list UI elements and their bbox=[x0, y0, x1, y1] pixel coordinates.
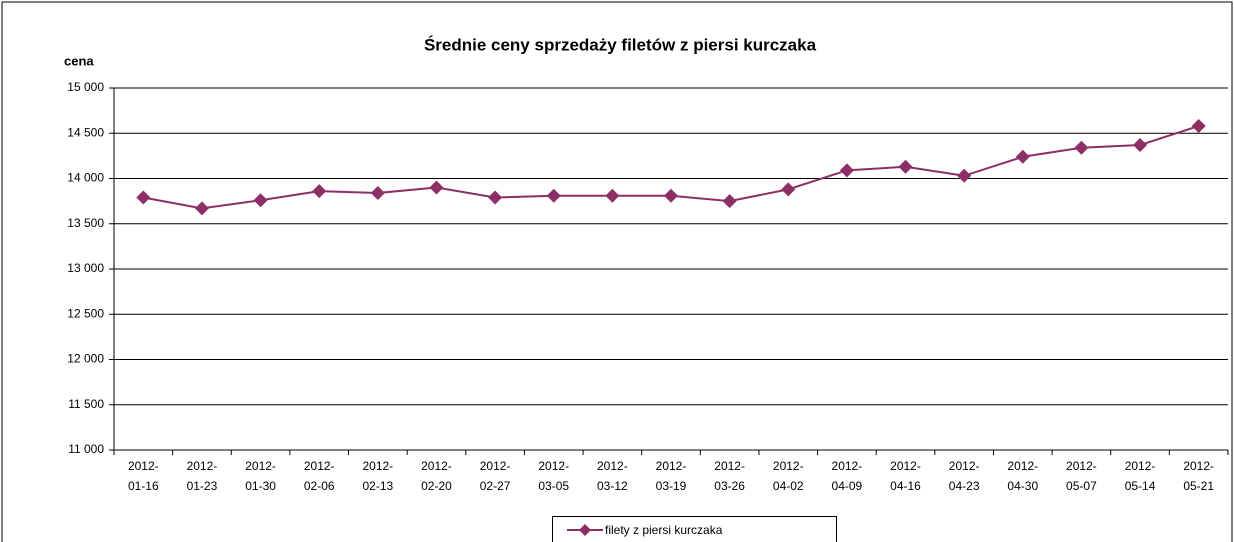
point-marker bbox=[488, 190, 503, 205]
y-tick-label: 15 000 bbox=[67, 80, 104, 94]
legend-icon bbox=[567, 524, 603, 536]
x-tick-label: 2012-05-14 bbox=[1124, 459, 1156, 493]
x-tick-label: 2012-04-02 bbox=[772, 459, 804, 493]
y-tick-label: 14 500 bbox=[67, 125, 104, 139]
x-tick-label: 2012-02-20 bbox=[421, 459, 452, 493]
point-marker bbox=[898, 159, 913, 174]
x-tick-label: 2012-03-12 bbox=[597, 459, 628, 493]
x-tick-label: 2012-04-30 bbox=[1007, 459, 1039, 493]
x-tick-label: 2012-03-05 bbox=[538, 459, 570, 493]
point-marker bbox=[429, 180, 444, 195]
point-marker bbox=[722, 194, 737, 209]
y-tick-label: 11 500 bbox=[68, 397, 104, 411]
x-tick-label: 2012-04-09 bbox=[831, 459, 863, 493]
point-marker bbox=[136, 190, 151, 205]
x-tick-label: 2012-01-30 bbox=[245, 459, 276, 493]
chart-title: Średnie ceny sprzedaży filetów z piersi … bbox=[424, 35, 817, 54]
point-marker bbox=[253, 193, 268, 208]
point-marker bbox=[370, 185, 385, 200]
point-marker bbox=[1191, 119, 1206, 134]
x-tick-label: 2012-03-26 bbox=[714, 459, 745, 493]
point-marker bbox=[839, 163, 854, 178]
x-tick-label: 2012-03-19 bbox=[655, 459, 687, 493]
x-tick-label: 2012-04-16 bbox=[890, 459, 921, 493]
point-marker bbox=[194, 201, 209, 216]
point-marker bbox=[957, 168, 972, 183]
legend-marker bbox=[579, 524, 591, 536]
point-marker bbox=[1074, 140, 1089, 155]
x-tick-label: 2012-05-07 bbox=[1066, 459, 1097, 493]
x-tick-label: 2012-04-23 bbox=[948, 459, 980, 493]
point-marker bbox=[605, 188, 620, 203]
point-marker bbox=[1015, 149, 1030, 164]
x-tick-label: 2012-02-06 bbox=[303, 459, 335, 493]
legend-label: filety z piersi kurczaka bbox=[605, 523, 723, 537]
point-marker bbox=[1133, 138, 1148, 153]
x-tick-label: 2012-05-21 bbox=[1183, 459, 1215, 493]
y-tick-label: 11 000 bbox=[68, 442, 104, 456]
x-tick-label: 2012-01-23 bbox=[186, 459, 218, 493]
point-marker bbox=[664, 188, 678, 203]
y-tick-label: 13 500 bbox=[67, 216, 104, 230]
y-tick-label: 14 000 bbox=[67, 171, 104, 185]
point-marker bbox=[781, 182, 796, 197]
y-tick-label: 13 000 bbox=[67, 261, 104, 275]
y-axis-label: cena bbox=[64, 53, 94, 68]
x-tick-label: 2012-01-16 bbox=[127, 459, 159, 493]
x-tick-label: 2012-02-13 bbox=[362, 459, 394, 493]
point-marker bbox=[546, 188, 561, 203]
y-tick-label: 12 000 bbox=[67, 352, 104, 366]
y-tick-label: 12 500 bbox=[67, 306, 104, 320]
x-tick-label: 2012-02-27 bbox=[479, 459, 511, 493]
point-marker bbox=[312, 184, 327, 199]
legend: filety z piersi kurczaka bbox=[552, 516, 837, 542]
